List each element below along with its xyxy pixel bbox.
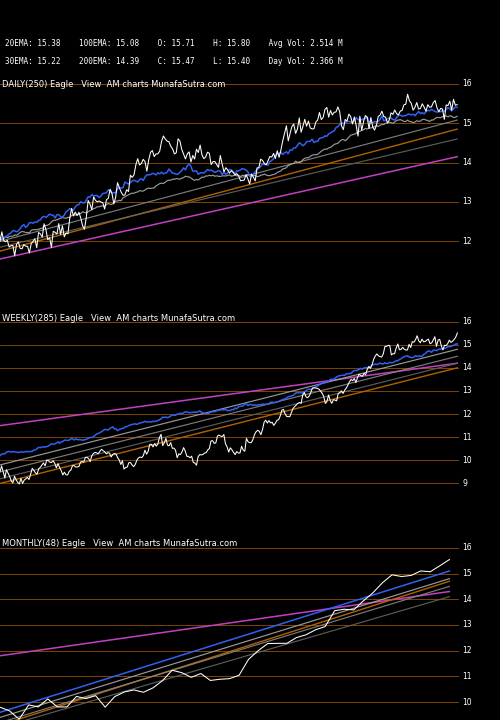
Text: 9: 9 <box>462 479 467 488</box>
Text: 14: 14 <box>462 158 472 167</box>
Text: 12: 12 <box>462 646 472 655</box>
Text: 13: 13 <box>462 197 472 207</box>
Text: 12: 12 <box>462 237 472 246</box>
Text: 10: 10 <box>462 698 472 706</box>
Text: WEEKLY(285) Eagle   View  AM charts MunafaSutra.com: WEEKLY(285) Eagle View AM charts MunafaS… <box>2 314 235 323</box>
Text: 12: 12 <box>462 410 472 418</box>
Text: 16: 16 <box>462 79 472 89</box>
Text: DAILY(250) Eagle   View  AM charts MunafaSutra.com: DAILY(250) Eagle View AM charts MunafaSu… <box>2 80 226 89</box>
Text: MONTHLY(48) Eagle   View  AM charts MunafaSutra.com: MONTHLY(48) Eagle View AM charts MunafaS… <box>2 539 238 548</box>
Text: 11: 11 <box>462 433 472 441</box>
Text: 15: 15 <box>462 340 472 349</box>
Text: 30EMA: 15.22    200EMA: 14.39    C: 15.47    L: 15.40    Day Vol: 2.366 M: 30EMA: 15.22 200EMA: 14.39 C: 15.47 L: 1… <box>5 57 342 66</box>
Text: 13: 13 <box>462 621 472 629</box>
Text: 16: 16 <box>462 317 472 326</box>
Text: 15: 15 <box>462 119 472 127</box>
Text: 15: 15 <box>462 569 472 578</box>
Text: 13: 13 <box>462 387 472 395</box>
Text: 11: 11 <box>462 672 472 681</box>
Text: 14: 14 <box>462 364 472 372</box>
Text: 20EMA: 15.38    100EMA: 15.08    O: 15.71    H: 15.80    Avg Vol: 2.514 M: 20EMA: 15.38 100EMA: 15.08 O: 15.71 H: 1… <box>5 39 342 48</box>
Text: 16: 16 <box>462 544 472 552</box>
Text: 14: 14 <box>462 595 472 604</box>
Text: 10: 10 <box>462 456 472 465</box>
